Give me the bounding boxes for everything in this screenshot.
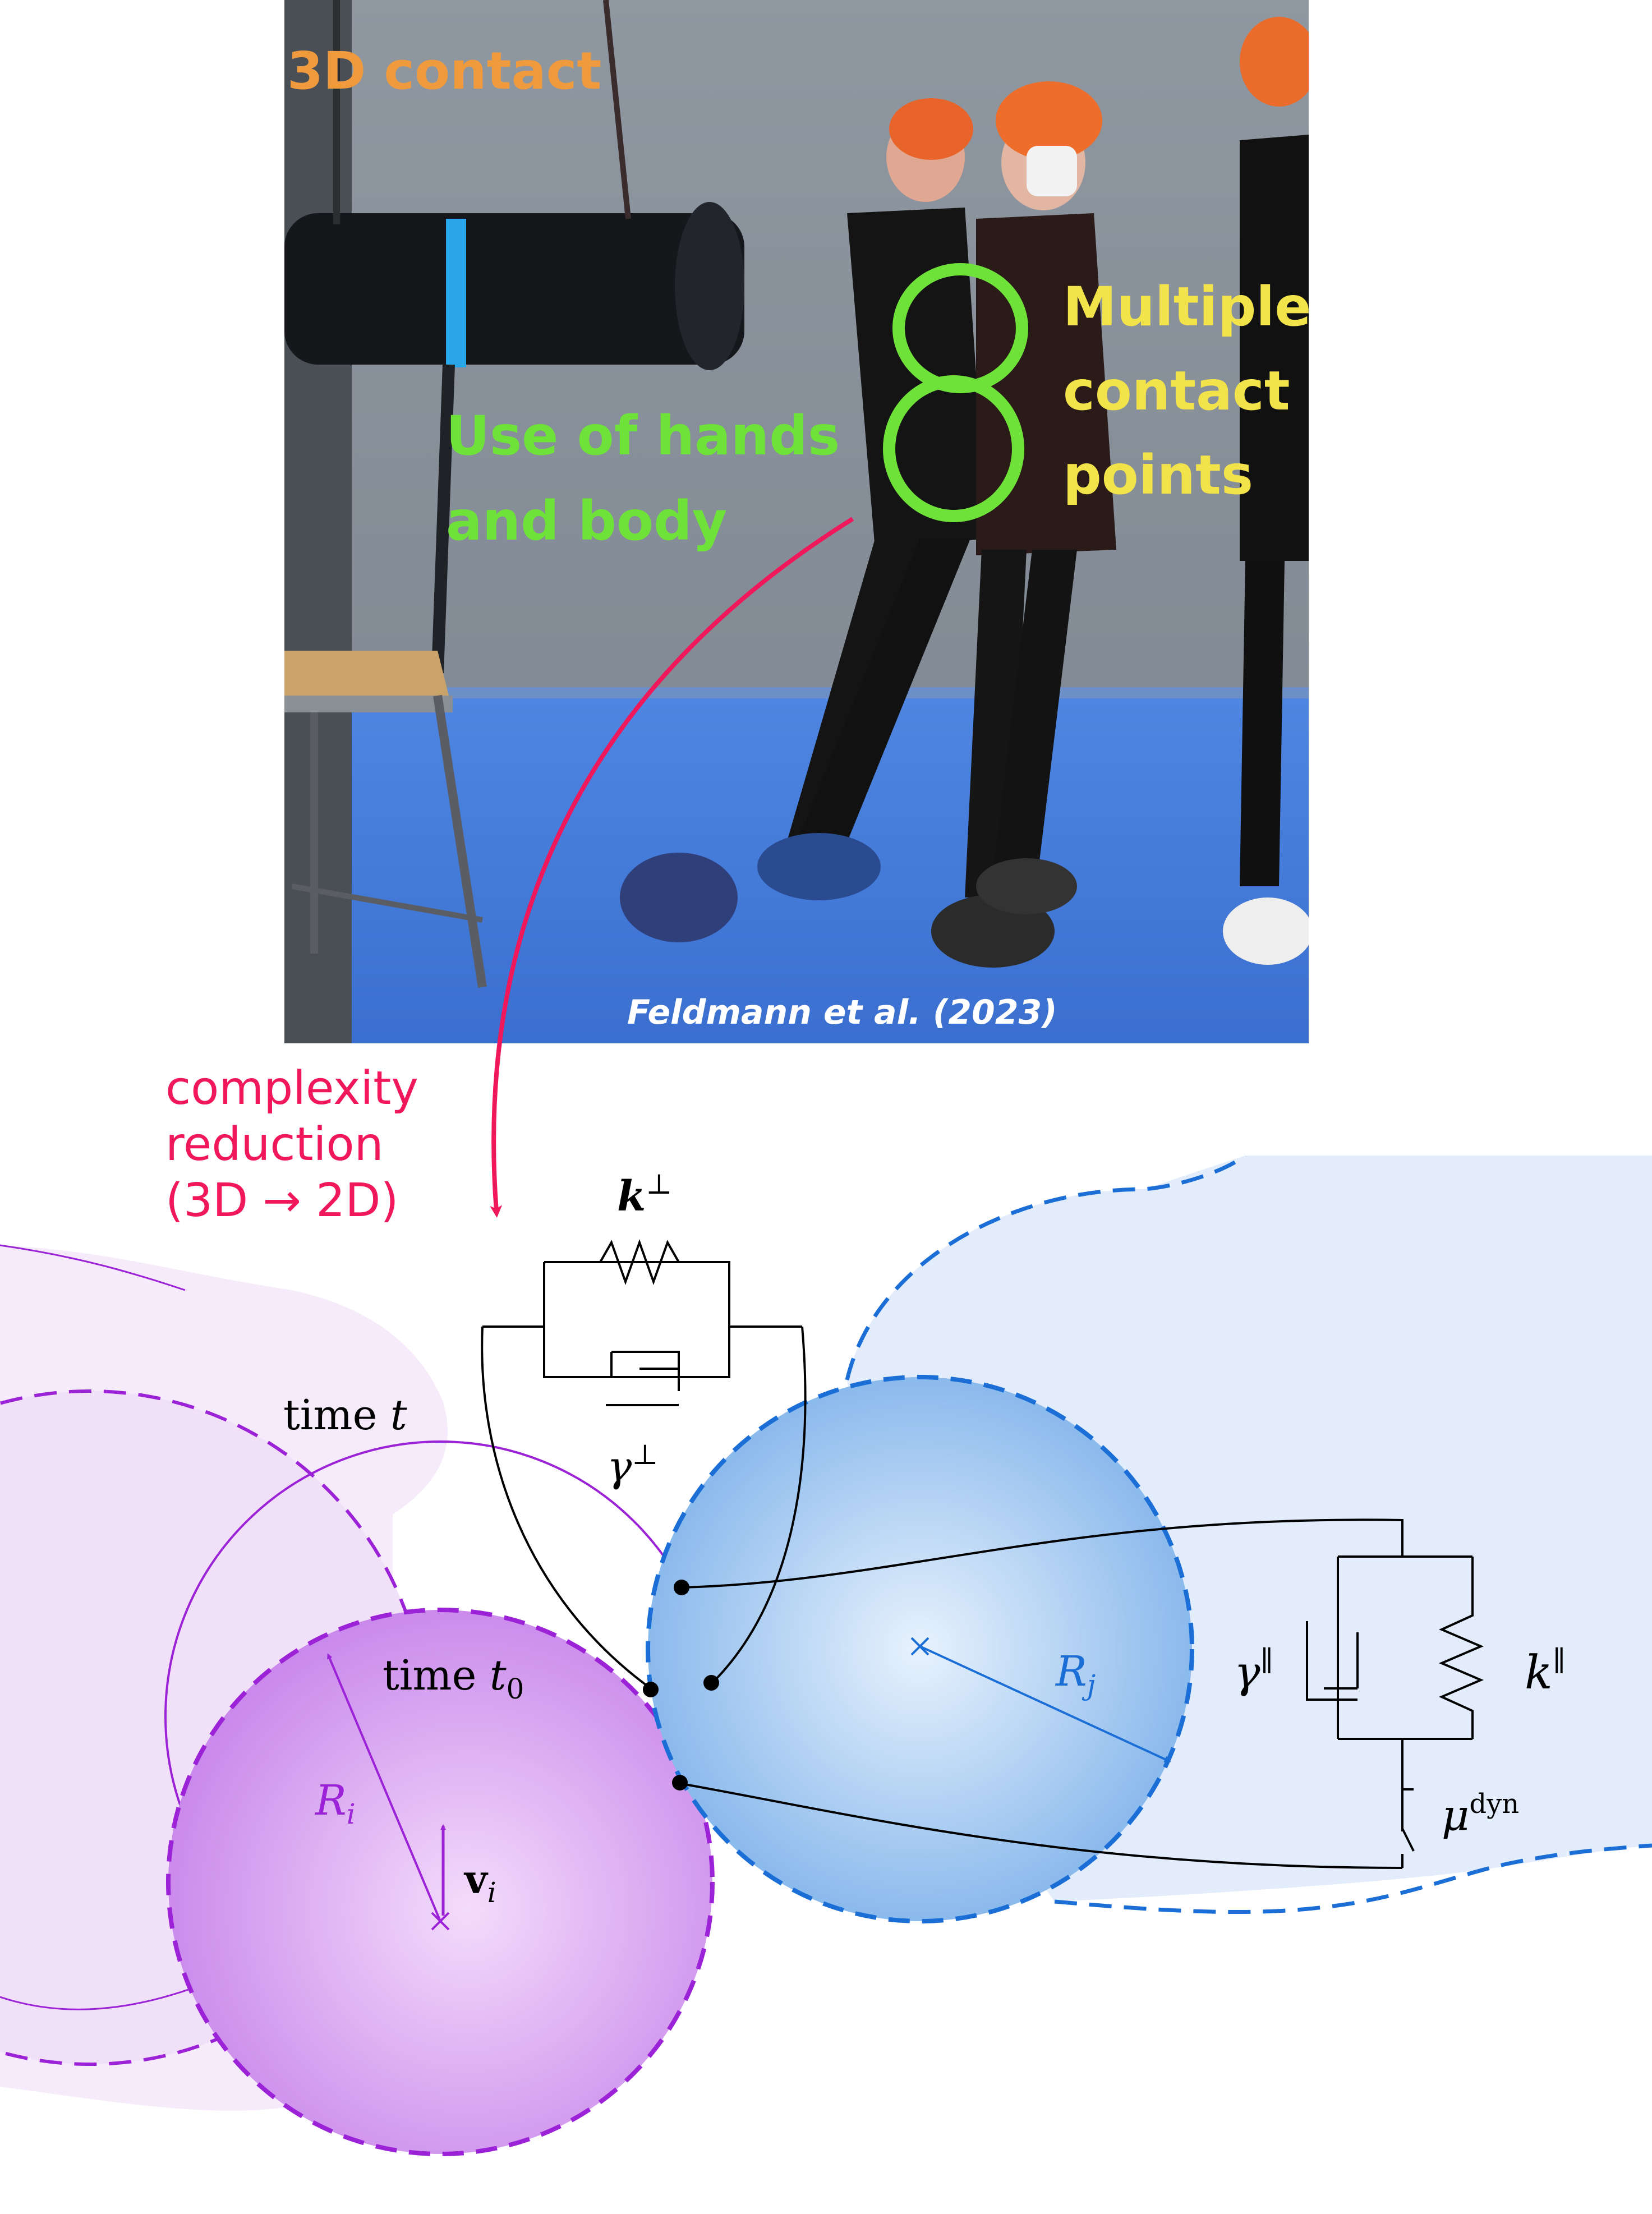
photo-label-3d-contact: 3D contact xyxy=(287,41,601,101)
label-gamma-par: γ∥ xyxy=(1234,1645,1273,1698)
label-k-perp: k⊥ xyxy=(617,1168,672,1221)
contact-point-d xyxy=(672,1775,688,1790)
photo-label-multiple-line3: points xyxy=(1063,444,1253,507)
photo-credit: Feldmann et al. (2023) xyxy=(627,993,1057,1032)
contact-point-a xyxy=(643,1682,659,1697)
person-left xyxy=(620,98,987,942)
punching-bag xyxy=(284,213,744,365)
photo-label-hands-line1: Use of hands xyxy=(446,404,840,467)
reduction-arrow xyxy=(490,517,854,1218)
person-right xyxy=(1223,17,1309,965)
photo-panel: 3D contact Use of hands and body Multipl… xyxy=(284,0,1311,1043)
label-k-par: k∥ xyxy=(1525,1645,1566,1700)
reduction-line1: complexity xyxy=(165,1062,418,1115)
contact-point-b xyxy=(703,1675,719,1691)
contact-point-c xyxy=(674,1580,689,1595)
center-j-mark xyxy=(910,1637,929,1656)
normal-contact-circuit xyxy=(481,1239,807,1690)
label-radius-i: Ri xyxy=(314,1776,356,1830)
photo-label-multiple-line1: Multiple xyxy=(1063,275,1311,338)
contact-circle-lower xyxy=(883,375,1024,522)
agent-j-disc xyxy=(646,1375,1194,1923)
photo-label-hands-line2: and body xyxy=(446,490,727,553)
reduction-line2: reduction xyxy=(165,1118,384,1171)
center-i-mark xyxy=(431,1912,450,1931)
tangential-contact-circuit xyxy=(681,1518,1484,1869)
label-mu-dyn: μdyn xyxy=(1442,1788,1519,1840)
reduction-line3: (3D → 2D) xyxy=(165,1174,398,1227)
label-time-t0: time t0 xyxy=(383,1651,524,1705)
label-gamma-perp: γ⊥ xyxy=(607,1438,658,1491)
agent-i-disc xyxy=(166,1608,715,2156)
label-time-t: time t xyxy=(283,1391,407,1439)
radius-i-arrow xyxy=(327,1653,441,1922)
radius-j-arrow xyxy=(919,1645,1171,1762)
label-velocity-i: vi xyxy=(463,1856,496,1909)
label-radius-j: Rj xyxy=(1055,1647,1096,1701)
photo-label-multiple-line2: contact xyxy=(1063,360,1290,422)
